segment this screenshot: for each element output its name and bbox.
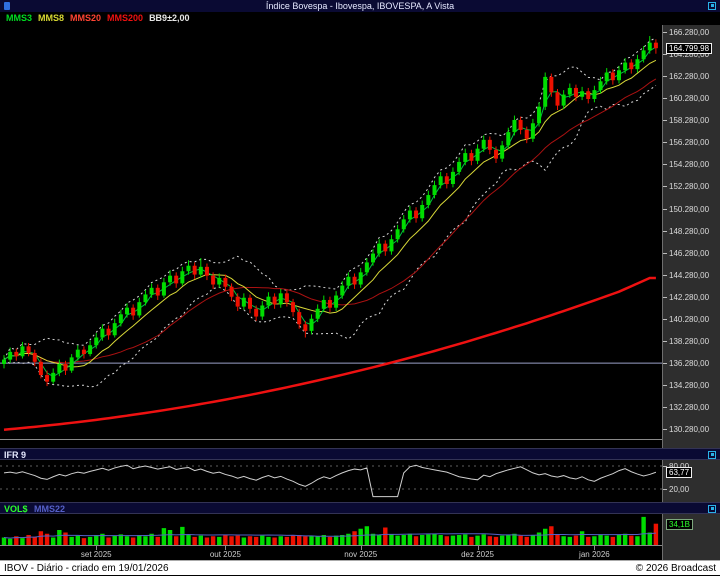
ifr-panel-header: IFR 9 xyxy=(0,448,720,460)
legend-item-mms20: MMS20 xyxy=(70,13,102,23)
price-axis-tick xyxy=(663,76,667,78)
month-tick xyxy=(477,546,479,550)
price-axis-tick xyxy=(663,208,667,210)
volume-ma-label: MMS22 xyxy=(34,504,66,514)
price-axis-tick xyxy=(663,53,667,55)
legend-item-mms8: MMS8 xyxy=(38,13,65,23)
last-price-badge: 164.799,98 xyxy=(666,43,713,55)
price-axis-label: 148.280,00 xyxy=(669,226,710,236)
price-axis-tick xyxy=(663,341,667,343)
month-label: out 2025 xyxy=(209,550,241,559)
legend-item-mms3: MMS3 xyxy=(6,13,33,23)
month-tick xyxy=(360,546,362,550)
price-axis-tick xyxy=(663,363,667,365)
price-axis-label: 152.280,00 xyxy=(669,182,710,192)
status-copyright: © 2026 Broadcast xyxy=(635,563,716,574)
volume-panel-title: VOL$ xyxy=(4,504,28,514)
price-axis-tick xyxy=(663,164,667,166)
price-axis-tick xyxy=(663,142,667,144)
legend-item-mms200: MMS200 xyxy=(107,13,144,23)
month-label: dez 2025 xyxy=(461,550,495,559)
price-axis-tick xyxy=(663,31,667,33)
ifr-axis-tick xyxy=(663,466,667,467)
price-axis-tick xyxy=(663,407,667,409)
volume-popout-icon[interactable] xyxy=(708,505,716,513)
price-axis-tick xyxy=(663,429,667,431)
ifr-axis-label: 20,00 xyxy=(669,485,690,494)
price-axis-tick xyxy=(663,385,667,387)
title-bar: Índice Bovespa - Ibovespa, IBOVESPA, A V… xyxy=(0,0,720,12)
ifr-last-badge: 63,77 xyxy=(666,467,693,479)
ifr-panel-title: IFR 9 xyxy=(4,450,27,460)
price-axis-tick xyxy=(663,274,667,276)
price-axis-label: 156.280,00 xyxy=(669,138,710,148)
volume-panel-header: VOL$ MMS22 xyxy=(0,502,720,514)
price-axis-label: 138.280,00 xyxy=(669,337,710,347)
volume-chart-area[interactable] xyxy=(0,514,662,545)
right-axis-column: 166.280,00 164.280,00 162.280,00 160.280,00… xyxy=(662,25,720,560)
month-label: jan 2026 xyxy=(579,550,610,559)
price-axis-label: 130.280,00 xyxy=(669,425,710,435)
time-axis: set 2025 out 2025 nov 2025 dez 2025 jan 2026 xyxy=(0,545,662,560)
price-axis-tick xyxy=(663,230,667,232)
month-label: nov 2025 xyxy=(344,550,378,559)
window-title: Índice Bovespa - Ibovespa, IBOVESPA, A V… xyxy=(265,1,455,11)
price-axis-label: 154.280,00 xyxy=(669,160,710,170)
ifr-axis-tick xyxy=(663,489,667,490)
indicator-legend: MMS3 MMS8 MMS20 MMS200 BB9±2,00 xyxy=(0,12,720,25)
price-axis-label: 142.280,00 xyxy=(669,292,710,302)
price-plot[interactable] xyxy=(0,25,662,439)
price-axis-label: 146.280,00 xyxy=(669,248,710,258)
price-axis-label: 150.280,00 xyxy=(669,204,710,214)
volume-plot[interactable] xyxy=(0,514,662,545)
ifr-chart-area[interactable] xyxy=(0,460,662,502)
price-axis-label: 136.280,00 xyxy=(669,359,710,369)
status-symbol-info: IBOV - Diário - criado em 19/01/2026 xyxy=(4,563,169,574)
price-chart-area[interactable] xyxy=(0,25,662,440)
price-axis-label: 134.280,00 xyxy=(669,381,710,391)
price-axis-label: 164.280,00 xyxy=(669,49,710,59)
legend-item-bb9200: BB9±2,00 xyxy=(149,13,190,23)
price-axis-label: 132.280,00 xyxy=(669,403,710,413)
month-tick xyxy=(225,546,227,550)
month-tick xyxy=(594,546,596,550)
price-axis-label: 144.280,00 xyxy=(669,270,710,280)
popout-icon[interactable] xyxy=(708,2,716,10)
price-axis-tick xyxy=(663,296,667,298)
status-bar: IBOV - Diário - criado em 19/01/2026 © 2… xyxy=(0,560,720,575)
price-axis-tick xyxy=(663,318,667,320)
price-axis-tick xyxy=(663,252,667,254)
price-chart-gap xyxy=(0,440,662,448)
price-axis-tick xyxy=(663,120,667,122)
price-axis-tick xyxy=(663,98,667,100)
price-axis-label: 166.280,00 xyxy=(669,27,710,37)
month-label: set 2025 xyxy=(80,550,112,559)
ifr-plot[interactable] xyxy=(0,460,662,502)
app-icon xyxy=(4,2,10,10)
price-axis-label: 158.280,00 xyxy=(669,116,710,126)
price-axis-label: 160.280,00 xyxy=(669,94,710,104)
volume-last-badge: 34,1B xyxy=(666,518,693,530)
ifr-popout-icon[interactable] xyxy=(708,451,716,459)
month-tick xyxy=(96,546,98,550)
price-axis-tick xyxy=(663,186,667,188)
price-axis-label: 140.280,00 xyxy=(669,314,710,324)
price-axis-label: 162.280,00 xyxy=(669,72,710,82)
ifr-axis-label: 80,00 xyxy=(669,462,689,471)
